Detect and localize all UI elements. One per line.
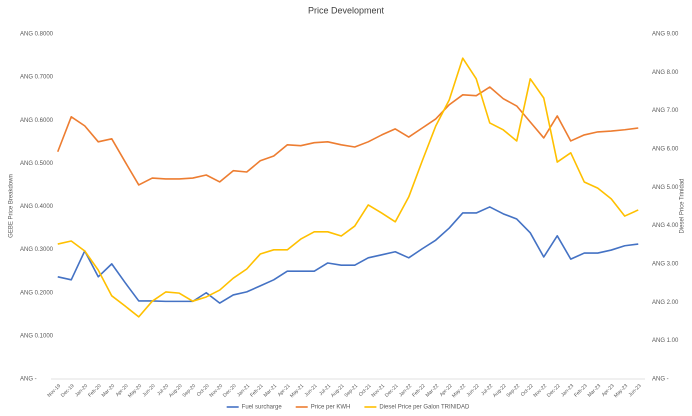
series-line bbox=[57, 206, 639, 304]
y-tick-label: ANG 0.7000 bbox=[20, 75, 54, 81]
series-line bbox=[57, 86, 639, 186]
x-tick-label: Nov-22 bbox=[532, 383, 548, 399]
x-tick-label: Mar-21 bbox=[263, 383, 279, 399]
x-tick-label: May-21 bbox=[289, 383, 305, 399]
legend-label: Diesel Price per Galon TRINIDAD bbox=[379, 405, 470, 411]
y-tick-label: ANG 0.6000 bbox=[20, 118, 54, 124]
x-tick-label: Nov-20 bbox=[208, 383, 224, 399]
y-tick-label: ANG 0.1000 bbox=[20, 333, 54, 339]
x-tick-label: Mar-23 bbox=[587, 383, 603, 399]
x-tick-label: Jan-20 bbox=[74, 383, 89, 398]
x-tick-label: May-23 bbox=[613, 383, 629, 399]
x-tick-label: Nov-21 bbox=[370, 383, 386, 399]
x-tick-label: Feb-22 bbox=[411, 383, 427, 399]
x-tick-label: Mar-20 bbox=[101, 383, 117, 399]
x-tick-label: May-22 bbox=[451, 383, 467, 399]
y-tick-label: ANG 0.3000 bbox=[20, 247, 54, 253]
x-tick-label: Jun-21 bbox=[304, 383, 319, 398]
x-tick-label: Jun-23 bbox=[628, 383, 643, 398]
legend-label: Price per KWH bbox=[311, 405, 351, 411]
x-tick-label: Aug-20 bbox=[168, 383, 184, 399]
y2-tick-label: ANG 2.00 bbox=[652, 300, 679, 306]
x-tick-label: May-20 bbox=[127, 383, 143, 399]
y-tick-label: ANG 0.5000 bbox=[20, 161, 54, 167]
x-tick-label: Jan-21 bbox=[236, 383, 251, 398]
x-tick-label: Feb-20 bbox=[87, 383, 103, 399]
x-tick-label: Dec-21 bbox=[384, 383, 400, 399]
y2-axis-title: Diesel Price Trinidad bbox=[680, 178, 686, 233]
x-tick-label: Sep-20 bbox=[181, 383, 197, 399]
y-tick-label: ANG 0.2000 bbox=[20, 290, 54, 296]
x-tick-label: Jun-20 bbox=[142, 383, 157, 398]
x-tick-label: Dec-22 bbox=[546, 383, 562, 399]
x-tick-label: Feb-23 bbox=[573, 383, 589, 399]
x-tick-label: Dec-20 bbox=[222, 383, 238, 399]
y-tick-label: ANG 0.4000 bbox=[20, 204, 54, 210]
series-line bbox=[57, 57, 639, 318]
y2-tick-label: ANG 8.00 bbox=[652, 70, 679, 76]
y2-tick-label: ANG 3.00 bbox=[652, 262, 679, 268]
x-tick-label: Jun-22 bbox=[466, 383, 481, 398]
y2-tick-label: ANG 6.00 bbox=[652, 147, 679, 153]
x-tick-label: Jan-23 bbox=[560, 383, 575, 398]
y2-tick-label: ANG 9.00 bbox=[652, 32, 679, 38]
x-tick-label: Aug-21 bbox=[330, 383, 346, 399]
chart-title: Price Development bbox=[308, 5, 385, 15]
x-tick-label: Dec-19 bbox=[60, 383, 76, 399]
x-tick-label: Jan-22 bbox=[398, 383, 413, 398]
legend-label: Fuel surcharge bbox=[242, 405, 283, 411]
y2-tick-label: ANG 1.00 bbox=[652, 338, 679, 344]
y2-tick-label: ANG 4.00 bbox=[652, 223, 679, 229]
x-tick-label: Nov-19 bbox=[46, 383, 62, 399]
y-tick-label: ANG - bbox=[20, 377, 37, 383]
x-tick-label: Mar-22 bbox=[425, 383, 441, 399]
y-tick-label: ANG 0.8000 bbox=[20, 32, 54, 38]
x-tick-label: Aug-22 bbox=[492, 383, 508, 399]
x-tick-label: Feb-21 bbox=[249, 383, 265, 399]
x-tick-label: Sep-21 bbox=[343, 383, 359, 399]
y2-tick-label: ANG 5.00 bbox=[652, 185, 679, 191]
y-axis-title: GEBE Price Breakdown bbox=[9, 174, 15, 238]
x-tick-label: Sep-22 bbox=[505, 383, 521, 399]
y2-tick-label: ANG - bbox=[652, 377, 669, 383]
y2-tick-label: ANG 7.00 bbox=[652, 108, 679, 114]
